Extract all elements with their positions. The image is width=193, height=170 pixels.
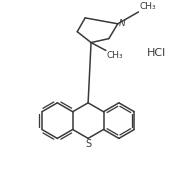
Text: CH₃: CH₃ — [140, 2, 156, 11]
Text: S: S — [85, 139, 91, 149]
Text: N: N — [119, 19, 125, 28]
Text: HCl: HCl — [147, 48, 167, 58]
Text: CH₃: CH₃ — [107, 52, 124, 61]
